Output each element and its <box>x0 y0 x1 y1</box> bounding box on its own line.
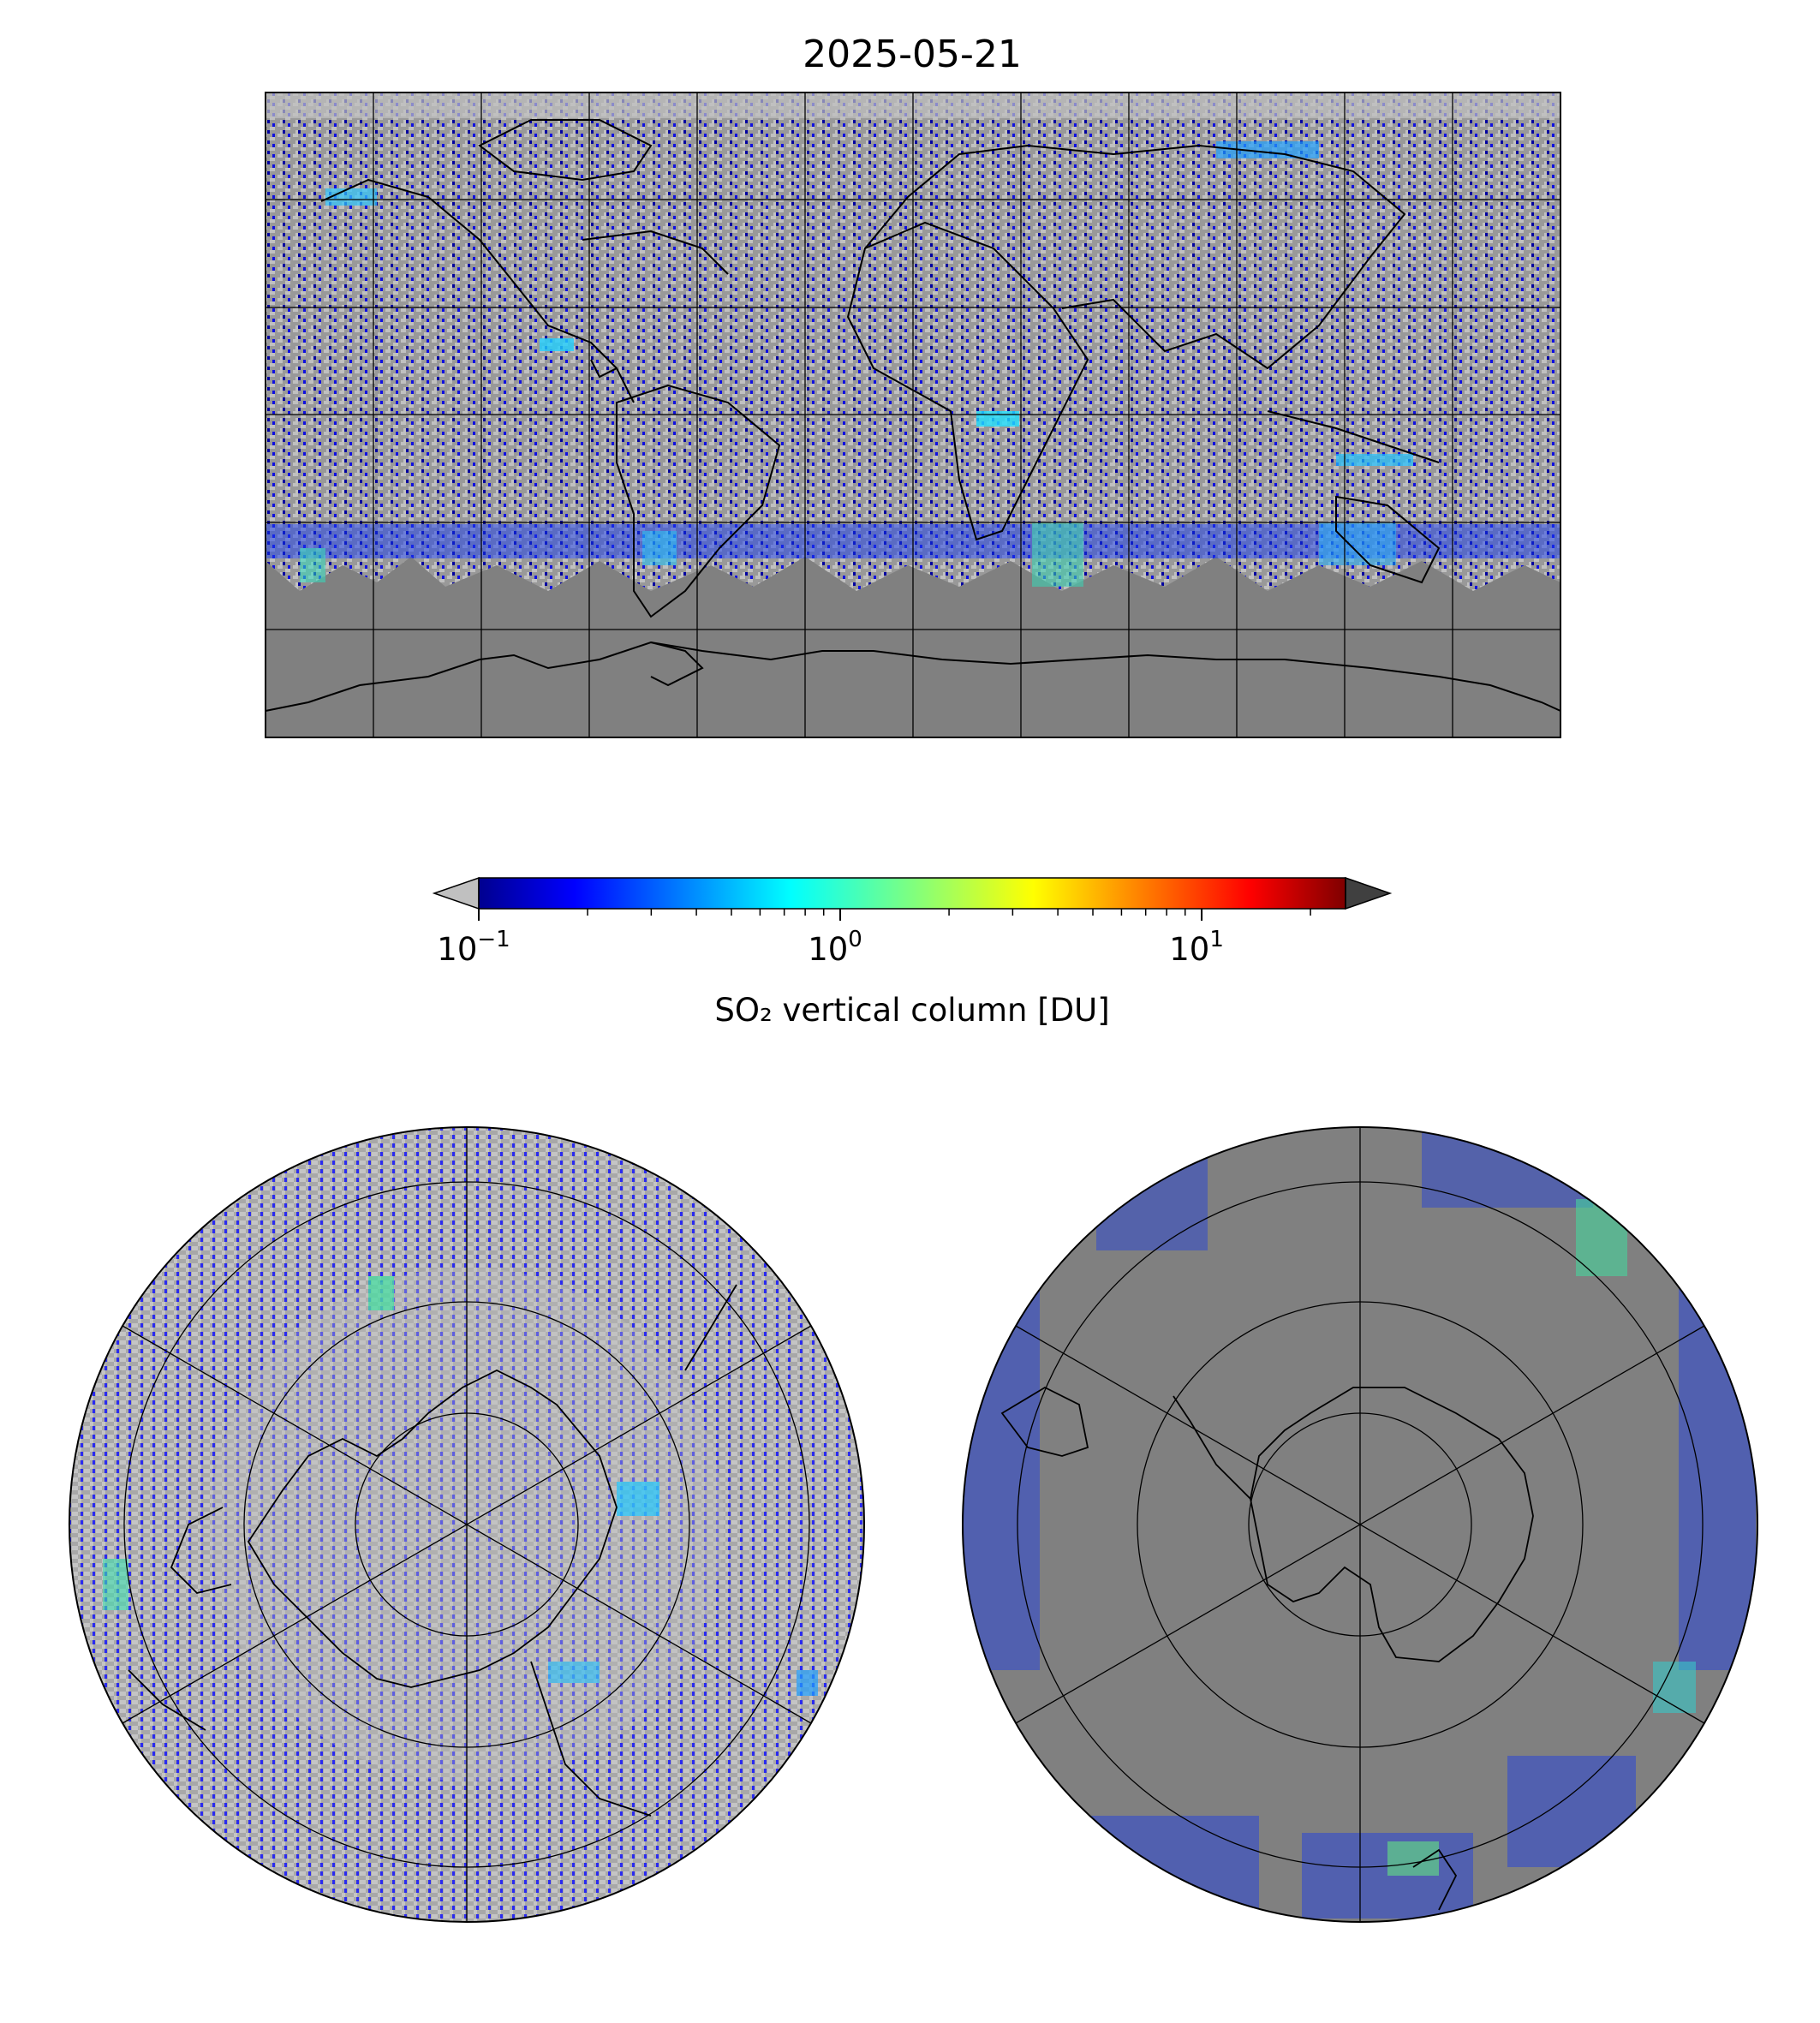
colorbar-tick-label: 10−1 <box>437 927 510 968</box>
colorbar-under-extension <box>432 876 480 910</box>
global-map-frame <box>265 92 1561 738</box>
colorbar-tick-label: 101 <box>1169 927 1224 968</box>
south-polar-gridlines <box>1015 1127 1705 1922</box>
global-map-gridlines <box>266 92 1560 737</box>
figure-title: 2025-05-21 <box>803 33 1022 76</box>
south-polar-map <box>962 1126 1758 1923</box>
north-polar-gridlines <box>122 1127 812 1922</box>
colorbar-ticks: 10−1 100 101 <box>437 909 1311 968</box>
north-polar-plume-features <box>103 1276 818 1696</box>
global-map-coastlines <box>265 119 1561 712</box>
global-map <box>265 92 1561 738</box>
south-polar-coastlines <box>1000 1386 1534 1911</box>
colorbar: 10−1 100 101 SO₂ vertical column [DU] <box>432 876 1393 1029</box>
colorbar-tick-label: 100 <box>808 927 862 968</box>
colorbar-over-extension <box>1345 876 1393 910</box>
north-polar-coastlines <box>128 1284 737 1817</box>
north-polar-map <box>69 1126 865 1923</box>
global-map-plume-features <box>325 141 1413 466</box>
north-polar-frame <box>69 1126 865 1923</box>
colorbar-gradient <box>479 878 1346 909</box>
south-polar-frame <box>962 1126 1758 1923</box>
colorbar-label: SO₂ vertical column [DU] <box>714 992 1109 1029</box>
